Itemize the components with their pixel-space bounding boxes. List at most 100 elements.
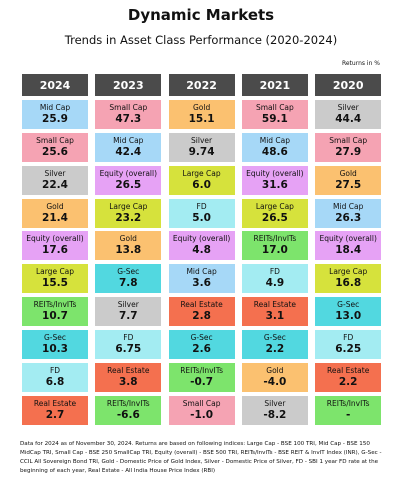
asset-label: REITs/InvITs — [253, 234, 297, 244]
asset-return: 16.8 — [335, 277, 362, 290]
asset-label: REITs/InvITs — [33, 300, 77, 310]
asset-return: 48.6 — [261, 145, 288, 158]
asset-cell: Gold 13.8 — [95, 231, 162, 261]
asset-label: Large Cap — [329, 267, 368, 277]
asset-return: 6.75 — [115, 342, 142, 355]
year-header: 2024 — [22, 74, 88, 96]
asset-label: FD — [49, 365, 61, 375]
asset-label: Gold — [266, 365, 284, 375]
asset-label: Large Cap — [35, 267, 75, 277]
asset-cell: Mid Cap 48.6 — [241, 132, 308, 162]
asset-cell: REITs/InvITs -6.6 — [95, 395, 162, 425]
asset-cell: Large Cap 16.8 — [315, 264, 382, 294]
asset-return: 7.8 — [118, 277, 138, 290]
asset-return: 23.2 — [115, 211, 142, 224]
asset-label: Equity (overall) — [26, 234, 84, 244]
asset-label: REITs/InvITs — [326, 398, 370, 408]
asset-return: -6.6 — [116, 408, 140, 421]
asset-return: 2.8 — [192, 310, 211, 323]
asset-label: Equity (overall) — [172, 234, 231, 244]
asset-cell: Equity (overall) 18.4 — [315, 231, 382, 261]
asset-label: FD — [196, 201, 207, 211]
asset-cell: Large Cap 23.2 — [95, 198, 162, 228]
asset-label: Silver — [264, 398, 286, 408]
asset-return: 42.4 — [115, 145, 142, 158]
asset-return: 26.5 — [115, 178, 142, 191]
asset-return: 3.8 — [118, 375, 138, 388]
asset-cell: FD 4.9 — [241, 264, 308, 294]
asset-label: Real Estate — [33, 398, 77, 408]
asset-return: 15.5 — [42, 277, 68, 290]
asset-return: 5.0 — [192, 211, 211, 224]
asset-return: 44.4 — [335, 113, 362, 125]
asset-return: 25.6 — [42, 145, 68, 158]
asset-return: 2.2 — [265, 342, 285, 355]
asset-return: 9.74 — [188, 145, 215, 158]
asset-cell: Large Cap 26.5 — [241, 198, 308, 228]
asset-return: 15.1 — [188, 113, 215, 125]
asset-return: 22.4 — [42, 178, 68, 191]
asset-return: 47.3 — [115, 113, 142, 125]
asset-cell: Small Cap 27.9 — [315, 132, 382, 162]
asset-label: Small Cap — [255, 103, 294, 112]
asset-label: Mid Cap — [333, 201, 364, 211]
asset-return: 6.8 — [45, 375, 65, 388]
asset-cell: G-Sec 7.8 — [95, 264, 162, 294]
asset-cell: Small Cap 47.3 — [95, 100, 162, 129]
asset-return: 27.9 — [335, 145, 362, 158]
asset-cell: Equity (overall) 26.5 — [95, 165, 162, 195]
asset-cell: Equity (overall) 31.6 — [241, 165, 308, 195]
asset-return: 13.0 — [335, 310, 362, 323]
asset-label: Large Cap — [109, 201, 148, 211]
asset-label: G-Sec — [263, 332, 286, 342]
asset-label: REITs/InvITs — [180, 365, 223, 375]
asset-return: 17.0 — [261, 244, 288, 257]
asset-label: G-Sec — [190, 332, 213, 342]
asset-label: Mid Cap — [259, 135, 291, 145]
asset-cell: Equity (overall) 4.8 — [168, 231, 235, 261]
asset-label: G-Sec — [43, 332, 67, 342]
asset-label: Small Cap — [109, 103, 148, 112]
year-header: 2023 — [95, 74, 162, 96]
asset-label: Gold — [119, 234, 137, 244]
asset-return: -1.0 — [190, 408, 214, 421]
asset-return: 2.2 — [338, 375, 358, 388]
asset-cell: Small Cap 25.6 — [22, 132, 88, 162]
asset-return: 31.6 — [261, 178, 288, 191]
asset-label: Real Estate — [327, 365, 370, 375]
asset-cell: Real Estate 2.8 — [168, 297, 235, 327]
asset-return: 10.3 — [42, 342, 68, 355]
asset-label: Equity (overall) — [99, 168, 158, 178]
asset-label: Equity (overall) — [246, 168, 304, 178]
asset-cell: Gold 21.4 — [22, 198, 88, 228]
asset-label: G-Sec — [117, 267, 140, 277]
asset-return: 2.6 — [192, 342, 211, 355]
asset-cell: Silver 7.7 — [95, 297, 162, 327]
asset-cell: Mid Cap 3.6 — [168, 264, 235, 294]
asset-label: REITs/InvITs — [106, 398, 150, 408]
subtitle: Trends in Asset Class Performance (2020-… — [64, 33, 338, 47]
asset-return: 6.25 — [335, 342, 362, 355]
asset-cell: Mid Cap 26.3 — [315, 198, 382, 228]
asset-return: 25.9 — [42, 113, 68, 125]
asset-label: Silver — [117, 300, 139, 310]
asset-label: Silver — [337, 103, 359, 112]
title: Dynamic Markets — [127, 6, 275, 24]
asset-cell: Large Cap 6.0 — [168, 165, 235, 195]
asset-label: Gold — [46, 201, 64, 211]
footnote: Data for 2024 as of November 30, 2024. R… — [20, 441, 382, 474]
asset-label: Gold — [339, 168, 357, 178]
asset-cell: G-Sec 2.6 — [168, 329, 235, 359]
asset-cell: Silver 44.4 — [315, 100, 382, 129]
asset-return: 59.1 — [261, 113, 288, 125]
asset-label: Silver — [44, 168, 66, 178]
asset-cell: Gold 15.1 — [168, 100, 235, 129]
asset-return: 13.8 — [115, 244, 142, 257]
asset-return: 2.7 — [45, 408, 65, 421]
asset-cell: REITs/InvITs 10.7 — [22, 297, 88, 327]
asset-cell: FD 6.75 — [95, 329, 162, 359]
asset-return: 6.0 — [192, 178, 211, 191]
asset-return: 4.8 — [192, 244, 211, 257]
asset-label: Large Cap — [182, 168, 221, 178]
